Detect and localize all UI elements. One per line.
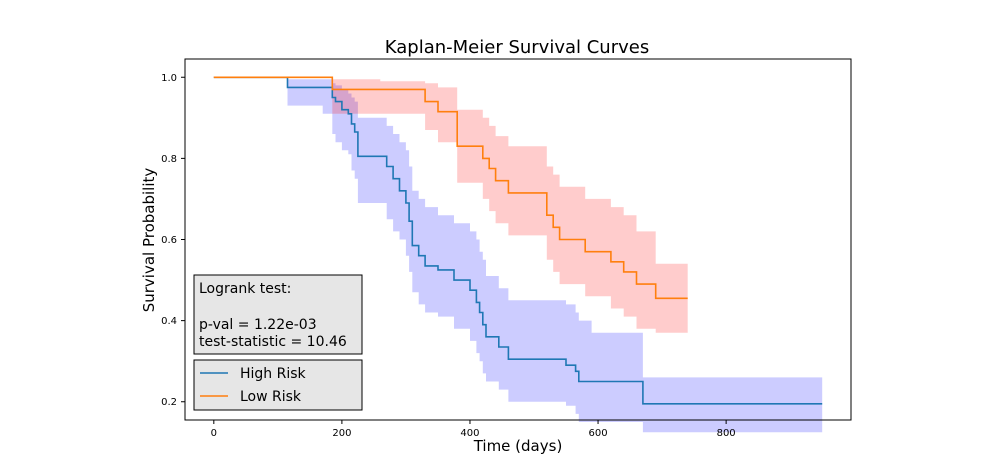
- survival-line-high-risk: [213, 76, 823, 405]
- legend-label-high-risk: High Risk: [240, 366, 307, 382]
- ci-band-low-risk: [213, 77, 688, 333]
- y-axis-title: Survival Probability: [140, 168, 158, 313]
- confidence-bands: [213, 77, 823, 433]
- x-axis-ticks: 0 200 400 600 800: [211, 420, 736, 439]
- legend-box: [193, 359, 363, 411]
- survival-line-low-risk: [213, 76, 688, 300]
- y-axis-ticks: 0.2 0.4 0.6 0.8 1.0: [161, 73, 185, 408]
- x-tick-label: 200: [332, 428, 351, 439]
- ci-band-high-risk: [213, 77, 823, 433]
- x-tick-label: 400: [460, 428, 479, 439]
- y-tick-label: 0.2: [161, 397, 177, 408]
- x-tick-label: 0: [211, 428, 217, 439]
- legend-label-low-risk: Low Risk: [240, 389, 302, 405]
- annotation-statistic: test-statistic = 10.46: [199, 334, 347, 350]
- annotation-pval: p-val = 1.22e-03: [199, 317, 317, 333]
- x-tick-label: 800: [717, 428, 736, 439]
- survival-lines: [213, 76, 823, 405]
- y-tick-label: 1.0: [161, 73, 177, 84]
- y-tick-label: 0.6: [161, 235, 177, 246]
- x-axis-title: Time (days): [473, 437, 563, 455]
- logrank-annotation: Logrank test: p-val = 1.22e-03 test-stat…: [193, 274, 363, 355]
- y-tick-label: 0.8: [161, 154, 177, 165]
- annotation-title: Logrank test:: [199, 281, 291, 297]
- annotation-box: [193, 274, 363, 355]
- y-tick-label: 0.4: [161, 316, 177, 327]
- legend: High Risk Low Risk: [193, 359, 363, 411]
- chart-title: Kaplan-Meier Survival Curves: [385, 37, 649, 58]
- x-tick-label: 600: [589, 428, 608, 439]
